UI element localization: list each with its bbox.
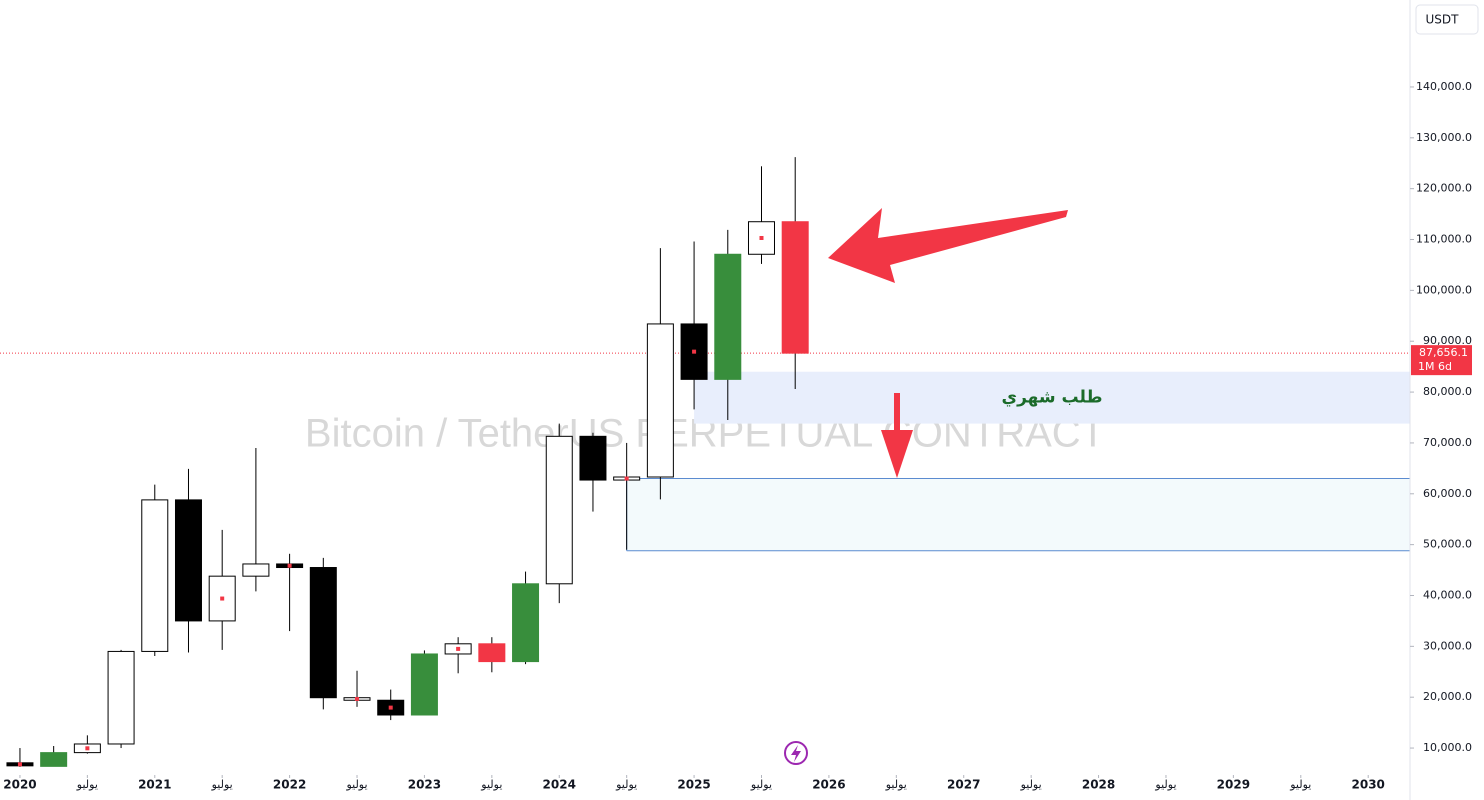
candle-dot — [355, 696, 360, 701]
candle-dot — [759, 235, 764, 240]
y-tick-label: 100,000.0 — [1416, 283, 1472, 296]
candle-body — [714, 253, 742, 380]
y-tick-label: 30,000.0 — [1423, 639, 1472, 652]
y-tick-label: 70,000.0 — [1423, 436, 1472, 449]
x-tick-label: يوليو — [211, 778, 233, 791]
candle-body — [174, 499, 202, 622]
y-tick-label: 40,000.0 — [1423, 588, 1472, 601]
candle-dot — [456, 646, 461, 651]
candle-dot — [624, 476, 629, 481]
arrow — [881, 430, 913, 478]
x-tick-label: 2029 — [1217, 778, 1250, 792]
y-tick-label: 120,000.0 — [1416, 182, 1472, 195]
y-tick-label: 20,000.0 — [1423, 690, 1472, 703]
candle-body — [242, 563, 270, 577]
candle-body — [579, 435, 607, 481]
x-tick-label: يوليو — [885, 778, 907, 791]
x-tick-label: 2027 — [947, 778, 980, 792]
x-tick-label: 2021 — [138, 778, 171, 792]
zone — [626, 478, 1410, 551]
x-tick-label: 2022 — [273, 778, 306, 792]
x-tick-label: 2024 — [543, 778, 576, 792]
candle-body — [512, 583, 540, 663]
candle-body — [781, 221, 809, 354]
x-tick-label: يوليو — [615, 778, 637, 791]
candle-dot — [220, 596, 225, 601]
candle-body — [309, 567, 337, 699]
candle-body — [40, 752, 68, 767]
x-tick-label: 2025 — [677, 778, 710, 792]
zone — [694, 371, 1410, 424]
x-tick-label: 2026 — [812, 778, 845, 792]
y-tick-label: 50,000.0 — [1423, 538, 1472, 551]
candle-body — [107, 650, 135, 745]
price-label-bg — [1411, 345, 1472, 376]
candle-dot — [692, 349, 697, 354]
y-tick-label: 110,000.0 — [1416, 233, 1472, 246]
y-tick-label: 60,000.0 — [1423, 487, 1472, 500]
candle-dot — [287, 563, 292, 568]
plot-area: طلب شهري — [0, 157, 1410, 767]
x-tick-label: يوليو — [750, 778, 772, 791]
x-tick-label: يوليو — [1154, 778, 1176, 791]
currency: USDT — [1426, 13, 1460, 27]
y-tick-label: 130,000.0 — [1416, 131, 1472, 144]
y-tick-label: 80,000.0 — [1423, 385, 1472, 398]
candle-body — [410, 653, 438, 716]
y-tick-label: 10,000.0 — [1423, 741, 1472, 754]
countdown: 1M 6d — [1418, 360, 1452, 373]
y-tick-label: 90,000.0 — [1423, 334, 1472, 347]
x-tick-label: 2030 — [1352, 778, 1385, 792]
x-tick-label: 2020 — [3, 778, 36, 792]
x-tick-label: يوليو — [345, 778, 367, 791]
currency-button[interactable] — [1415, 4, 1479, 35]
candle-body — [646, 323, 674, 478]
x-tick-label: 2023 — [408, 778, 441, 792]
zone-label: طلب شهري — [1002, 388, 1103, 408]
candle-body — [141, 499, 169, 652]
x-tick-label: يوليو — [76, 778, 98, 791]
candle-body — [478, 643, 506, 663]
x-tick-label: يوليو — [480, 778, 502, 791]
candle-dot — [85, 746, 90, 751]
candle-body — [545, 435, 573, 585]
arrow — [828, 208, 1068, 283]
x-tick-label: يوليو — [1020, 778, 1042, 791]
x-tick-label: 2028 — [1082, 778, 1115, 792]
candle-dot — [17, 762, 22, 767]
candle-dot — [388, 705, 393, 710]
price-label: 87,656.1 — [1419, 346, 1468, 359]
x-tick-label: يوليو — [1289, 778, 1311, 791]
y-tick-label: 140,000.0 — [1416, 80, 1472, 93]
event-icon-bolt — [791, 745, 801, 762]
